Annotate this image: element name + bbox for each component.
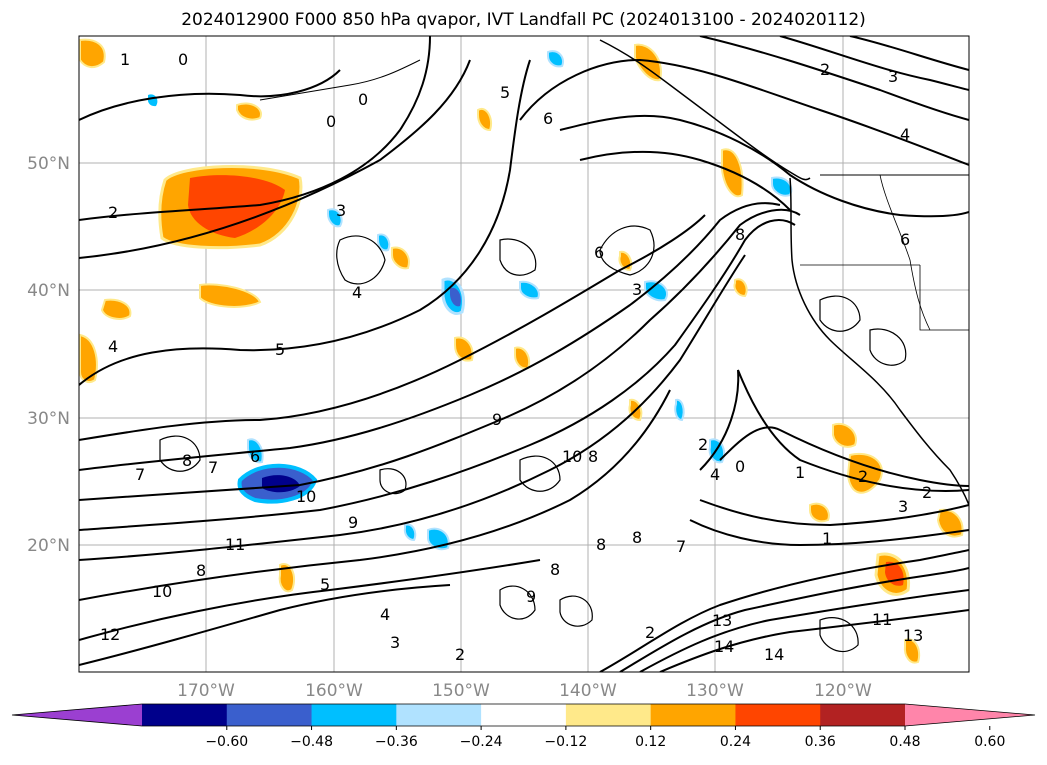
colorbar-segment: [481, 704, 567, 726]
lat-label: 50°N: [27, 154, 70, 174]
lon-label: 140°W: [559, 681, 617, 701]
contour-label: 7: [208, 458, 218, 477]
contour-label: 2: [455, 645, 465, 664]
contour-label: 8: [196, 561, 206, 580]
contour-label: 5: [275, 340, 285, 359]
colorbar-tick-label: −0.12: [544, 734, 587, 750]
lon-label: 160°W: [305, 681, 363, 701]
colorbar-tick-label: −0.24: [460, 734, 503, 750]
contour-label: 0: [358, 90, 368, 109]
colorbar-segment: [142, 704, 228, 726]
plot-frame: [78, 35, 970, 673]
contour-label: 11: [872, 610, 892, 629]
contour-label: 5: [320, 575, 330, 594]
contour-label: 3: [898, 497, 908, 516]
colorbar-tick-label: 0.12: [635, 734, 666, 750]
contour-label: 13: [903, 626, 923, 645]
colorbar: −0.60 −0.48 −0.36 −0.24 −0.12 0.12 0.24 0.36 0.4…: [11, 703, 1036, 750]
colorbar-segment: [735, 704, 821, 726]
colorbar-tick-label: 0.60: [974, 734, 1005, 750]
longitude-labels: 170°W 160°W 150°W 140°W 130°W 120°W: [177, 681, 872, 701]
colorbar-segment: [820, 704, 906, 726]
latitude-labels: 50°N 40°N 30°N 20°N: [27, 154, 70, 556]
colorbar-extend-max: [905, 704, 1035, 726]
lat-label: 30°N: [27, 409, 70, 429]
colorbar-tick-label: 0.48: [889, 734, 920, 750]
contour-label: 8: [550, 560, 560, 579]
coastlines: [259, 39, 969, 506]
colorbar-segment: [396, 704, 482, 726]
contour-label: 11: [225, 535, 245, 554]
contour-label: 1: [822, 529, 832, 548]
colorbar-segment: [311, 704, 397, 726]
contour-label: 4: [380, 605, 390, 624]
contour-label: 4: [352, 283, 362, 302]
contour-label: 4: [900, 125, 910, 144]
colorbar-extend-min: [12, 704, 142, 726]
contour-label: 0: [735, 457, 745, 476]
contour-label: 6: [543, 109, 553, 128]
contour-label: 13: [712, 611, 732, 630]
colorbar-segment: [226, 704, 313, 726]
contour-label: 8: [596, 535, 606, 554]
contour-label: 6: [594, 243, 604, 262]
colorbar-tick-label: −0.60: [205, 734, 248, 750]
contour-label: 1: [120, 50, 130, 69]
contour-label: 12: [100, 625, 120, 644]
contour-label: 9: [348, 513, 358, 532]
contour-label: 14: [764, 645, 784, 664]
contour-label: 3: [336, 201, 346, 220]
lat-label: 40°N: [27, 281, 70, 301]
contour-label: 10: [562, 447, 582, 466]
lon-label: 170°W: [177, 681, 235, 701]
contour-label: 4: [108, 337, 118, 356]
contour-label: 8: [588, 447, 598, 466]
contour-label: 3: [888, 67, 898, 86]
contour-label: 7: [135, 465, 145, 484]
contour-label: 8: [182, 451, 192, 470]
lon-label: 130°W: [686, 681, 744, 701]
contour-label: 1: [795, 463, 805, 482]
contour-labels: 1 0 0 0 2 3 2 4 5 4 5 6 6 3 7 8 7 6 10 9: [100, 50, 932, 664]
contour-label: 3: [390, 633, 400, 652]
colorbar-segment: [565, 704, 652, 726]
colorbar-segment: [650, 704, 736, 726]
contour-label: 2: [698, 435, 708, 454]
contour-label: 4: [710, 465, 720, 484]
contour-label: 2: [645, 623, 655, 642]
colorbar-tick-label: 0.24: [720, 734, 751, 750]
colorbar-outline: [11, 703, 1036, 727]
contour-label: 7: [676, 537, 686, 556]
contour-label: 2: [820, 60, 830, 79]
lon-label: 120°W: [814, 681, 872, 701]
contour-lines: [79, 36, 969, 672]
colorbar-tick-label: −0.36: [375, 734, 418, 750]
contour-label: 2: [108, 203, 118, 222]
contour-label: 2: [922, 483, 932, 502]
contour-label: 6: [900, 230, 910, 249]
contour-label: 3: [632, 280, 642, 299]
colorbar-tick-label: −0.48: [290, 734, 333, 750]
colorbar-tick-label: 0.36: [805, 734, 836, 750]
map-title: 2024012900 F000 850 hPa qvapor, IVT Land…: [181, 10, 866, 30]
contour-label: 10: [152, 582, 172, 601]
contour-label: 6: [250, 447, 260, 466]
lon-label: 150°W: [432, 681, 490, 701]
contour-label: 0: [326, 112, 336, 131]
contour-label: 8: [632, 528, 642, 547]
contour-label: 10: [296, 487, 316, 506]
contour-label: 0: [178, 50, 188, 69]
lat-label: 20°N: [27, 536, 70, 556]
contour-label: 8: [735, 225, 745, 244]
contour-label: 5: [500, 83, 510, 102]
contour-label: 2: [858, 467, 868, 486]
contour-label: 14: [714, 637, 734, 656]
contour-label: 9: [492, 410, 502, 429]
contour-label: 9: [526, 587, 536, 606]
